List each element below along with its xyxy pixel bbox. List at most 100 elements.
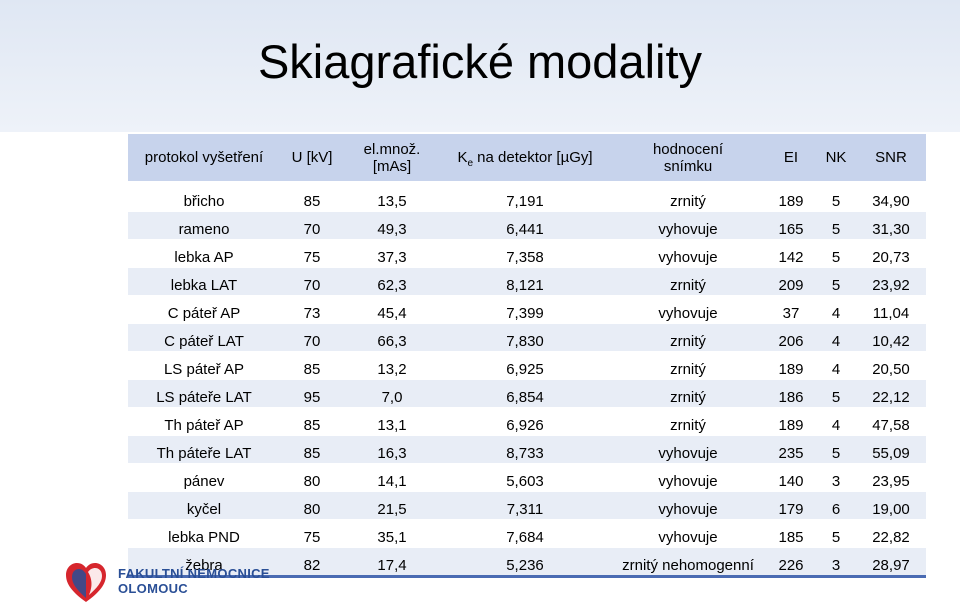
- cell-voltage: 95: [280, 379, 344, 408]
- cell-mas: 49,3: [344, 211, 440, 240]
- cell-mas: 16,3: [344, 435, 440, 464]
- cell-protocol: rameno: [128, 211, 280, 240]
- header-ke: Ke na detektor [µGy]: [440, 134, 610, 184]
- cell-snr: 31,30: [856, 211, 926, 240]
- cell-ke: 6,441: [440, 211, 610, 240]
- cell-nk: 5: [816, 182, 856, 212]
- cell-nk: 4: [816, 323, 856, 352]
- cell-ei: 209: [766, 267, 816, 296]
- table-row: břicho 85 13,5 7,191 zrnitý 189 5 34,90: [128, 182, 926, 212]
- cell-eval: vyhovuje: [610, 211, 766, 240]
- cell-ei: 189: [766, 182, 816, 212]
- cell-eval: zrnitý: [610, 267, 766, 296]
- table-row: žebra 82 17,4 5,236 zrnitý nehomogenní 226 3 28…: [128, 547, 926, 578]
- cell-nk: 5: [816, 267, 856, 296]
- header-eval-line2: snímku: [663, 157, 713, 175]
- slide-title: Skiagrafické modality: [257, 35, 703, 88]
- cell-ei: 226: [766, 547, 816, 578]
- cell-ei: 142: [766, 239, 816, 268]
- cell-eval: zrnitý: [610, 379, 766, 408]
- table-row: lebka PND 75 35,1 7,684 vyhovuje 185 5 22,82: [128, 519, 926, 548]
- cell-voltage: 75: [280, 239, 344, 268]
- table-header-row: protokol vyšetření U [kV] el.množ. [mAs]…: [128, 134, 926, 184]
- cell-eval: zrnitý: [610, 182, 766, 212]
- cell-eval: vyhovuje: [610, 435, 766, 464]
- table-row: Th páteř AP 85 13,1 6,926 zrnitý 189 4 47,58: [128, 407, 926, 436]
- cell-protocol: lebka PND: [128, 519, 280, 548]
- cell-eval: zrnitý: [610, 323, 766, 352]
- cell-nk: 4: [816, 407, 856, 436]
- header-protocol: protokol vyšetření: [128, 134, 280, 184]
- cell-protocol: C páteř AP: [128, 295, 280, 324]
- cell-voltage: 85: [280, 435, 344, 464]
- cell-mas: 13,5: [344, 182, 440, 212]
- cell-snr: 23,92: [856, 267, 926, 296]
- cell-ke: 7,684: [440, 519, 610, 548]
- cell-mas: 13,2: [344, 351, 440, 380]
- cell-voltage: 85: [280, 182, 344, 212]
- cell-mas: 45,4: [344, 295, 440, 324]
- cell-eval: vyhovuje: [610, 519, 766, 548]
- table-row: C páteř LAT 70 66,3 7,830 zrnitý 206 4 10,42: [128, 323, 926, 352]
- logo-text: FAKULTNÍ NEMOCNICE OLOMOUC: [118, 566, 270, 596]
- cell-ke: 6,854: [440, 379, 610, 408]
- cell-ke: 7,830: [440, 323, 610, 352]
- cell-ei: 235: [766, 435, 816, 464]
- cell-ei: 185: [766, 519, 816, 548]
- cell-protocol: pánev: [128, 463, 280, 492]
- cell-mas: 66,3: [344, 323, 440, 352]
- cell-ei: 206: [766, 323, 816, 352]
- table-row: LS páteř AP 85 13,2 6,925 zrnitý 189 4 20,50: [128, 351, 926, 380]
- cell-ei: 189: [766, 351, 816, 380]
- cell-snr: 22,82: [856, 519, 926, 548]
- cell-protocol: kyčel: [128, 491, 280, 520]
- hospital-logo: FAKULTNÍ NEMOCNICE OLOMOUC: [62, 558, 322, 606]
- cell-nk: 4: [816, 295, 856, 324]
- cell-ke: 6,926: [440, 407, 610, 436]
- cell-voltage: 85: [280, 407, 344, 436]
- cell-nk: 5: [816, 211, 856, 240]
- heart-logo-icon: [66, 563, 106, 602]
- logo-line1: FAKULTNÍ NEMOCNICE: [118, 566, 270, 581]
- cell-protocol: Th páteř AP: [128, 407, 280, 436]
- cell-ke: 7,358: [440, 239, 610, 268]
- cell-snr: 10,42: [856, 323, 926, 352]
- cell-voltage: 73: [280, 295, 344, 324]
- cell-eval: vyhovuje: [610, 463, 766, 492]
- cell-mas: 35,1: [344, 519, 440, 548]
- cell-ke: 8,121: [440, 267, 610, 296]
- cell-mas: 37,3: [344, 239, 440, 268]
- cell-mas: 62,3: [344, 267, 440, 296]
- cell-voltage: 70: [280, 323, 344, 352]
- table-row: Th páteře LAT 85 16,3 8,733 vyhovuje 235 5 55,0…: [128, 435, 926, 464]
- cell-eval: zrnitý: [610, 351, 766, 380]
- cell-eval: zrnitý nehomogenní: [610, 547, 766, 578]
- header-ke-sub: e: [467, 158, 474, 169]
- table-body: břicho 85 13,5 7,191 zrnitý 189 5 34,90 rameno 70…: [128, 182, 926, 578]
- cell-eval: vyhovuje: [610, 295, 766, 324]
- cell-nk: 5: [816, 519, 856, 548]
- cell-snr: 19,00: [856, 491, 926, 520]
- cell-ke: 6,925: [440, 351, 610, 380]
- header-ke-suffix: na detektor [µGy]: [473, 149, 593, 166]
- cell-voltage: 85: [280, 351, 344, 380]
- cell-snr: 55,09: [856, 435, 926, 464]
- table-row: kyčel 80 21,5 7,311 vyhovuje 179 6 19,00: [128, 491, 926, 520]
- cell-nk: 4: [816, 351, 856, 380]
- cell-snr: 22,12: [856, 379, 926, 408]
- header-ke-prefix: K: [457, 149, 468, 166]
- cell-protocol: žebra: [128, 547, 280, 578]
- cell-ke: 8,733: [440, 435, 610, 464]
- cell-protocol: lebka LAT: [128, 267, 280, 296]
- header-eval: hodnocení snímku: [610, 134, 766, 184]
- table-row: LS páteře LAT 95 7,0 6,854 zrnitý 186 5 22,12: [128, 379, 926, 408]
- cell-protocol: lebka AP: [128, 239, 280, 268]
- cell-ei: 186: [766, 379, 816, 408]
- cell-mas: 17,4: [344, 547, 440, 578]
- cell-protocol: LS páteře LAT: [128, 379, 280, 408]
- cell-snr: 47,58: [856, 407, 926, 436]
- cell-protocol: Th páteře LAT: [128, 435, 280, 464]
- cell-ke: 5,603: [440, 463, 610, 492]
- modality-table: protokol vyšetření U [kV] el.množ. [mAs]…: [128, 134, 926, 578]
- header-nk: NK: [816, 134, 856, 184]
